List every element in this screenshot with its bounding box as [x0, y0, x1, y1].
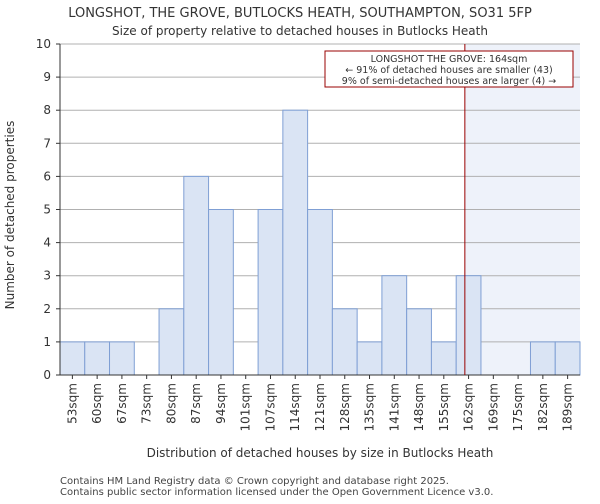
bar-94sqm	[208, 209, 234, 376]
y-tick-label: 4	[43, 236, 51, 250]
x-tick-label: 80sqm	[164, 383, 178, 424]
x-axis-label: Distribution of detached houses by size …	[147, 446, 494, 460]
bars-layer	[59, 109, 581, 376]
bar-53sqm	[59, 341, 86, 376]
axes-layer: 0 1 2 3 4 5 6 7 8 9 10 53sqm 60sqm 67sqm 73sqm 80sqm 87s…	[36, 37, 580, 431]
x-tick-label: 155sqm	[437, 383, 451, 431]
bar-114sqm	[282, 109, 309, 376]
x-tick-label: 162sqm	[462, 383, 476, 431]
y-axis-label: Number of detached properties	[3, 121, 17, 310]
footer-line-1: Contains HM Land Registry data © Crown c…	[60, 476, 449, 487]
x-tick-label: 60sqm	[90, 383, 104, 424]
bar-182sqm	[529, 341, 556, 376]
x-tick-label: 73sqm	[140, 383, 154, 424]
bar-189sqm	[554, 341, 581, 376]
bar-162sqm	[455, 275, 482, 376]
annotation-line-2: ← 91% of detached houses are smaller (43…	[345, 65, 552, 76]
bar-107sqm	[257, 209, 284, 376]
bar-155sqm	[430, 341, 457, 376]
bar-121sqm	[307, 209, 333, 376]
x-tick-label: 107sqm	[263, 383, 277, 431]
y-tick-label: 5	[43, 203, 51, 217]
x-tick-label: 121sqm	[313, 383, 327, 431]
annotation-border	[324, 50, 574, 88]
y-tick-label: 1	[43, 335, 51, 349]
x-tick-label: 101sqm	[239, 383, 253, 431]
y-tick-label: 6	[43, 169, 51, 183]
x-tick-label: 182sqm	[536, 383, 550, 431]
x-tick-label: 67sqm	[115, 383, 129, 424]
y-tick-label: 2	[43, 302, 51, 316]
x-tick-label: 128sqm	[338, 383, 352, 431]
y-tick-label: 3	[43, 269, 51, 283]
x-tick-label: 135sqm	[363, 383, 377, 431]
chart-title: LONGSHOT, THE GROVE, BUTLOCKS HEATH, SOU…	[68, 6, 532, 21]
bar-60sqm	[84, 341, 111, 376]
footer-line-2: Contains public sector information licen…	[60, 487, 493, 498]
y-tick-label: 9	[43, 70, 51, 84]
y-tick-label: 10	[36, 37, 51, 51]
x-tick-label: 87sqm	[189, 383, 203, 424]
x-tick-label: 114sqm	[288, 383, 302, 431]
bar-80sqm	[158, 308, 185, 376]
annotation-line-1: LONGSHOT THE GROVE: 164sqm	[371, 54, 528, 65]
x-tick-label: 169sqm	[486, 383, 500, 431]
bar-128sqm	[331, 308, 358, 376]
annotation-box: LONGSHOT THE GROVE: 164sqm ← 91% of deta…	[324, 50, 574, 88]
bar-67sqm	[109, 341, 135, 376]
x-tick-label: 175sqm	[511, 383, 525, 431]
x-tick-label: 148sqm	[412, 383, 426, 431]
x-tick-label: 53sqm	[65, 383, 79, 424]
y-tick-label: 7	[43, 136, 51, 150]
x-tick-label: 189sqm	[561, 383, 575, 431]
bar-135sqm	[356, 341, 383, 376]
x-tick-label: 141sqm	[387, 383, 401, 431]
bar-148sqm	[406, 308, 432, 376]
y-tick-label: 8	[43, 103, 51, 117]
x-tick-label: 94sqm	[214, 383, 228, 424]
bar-87sqm	[183, 175, 210, 376]
chart-subtitle: Size of property relative to detached ho…	[112, 24, 488, 38]
annotation-line-3: 9% of semi-detached houses are larger (4…	[342, 76, 556, 87]
bar-141sqm	[381, 275, 408, 376]
y-tick-label: 0	[43, 368, 51, 382]
